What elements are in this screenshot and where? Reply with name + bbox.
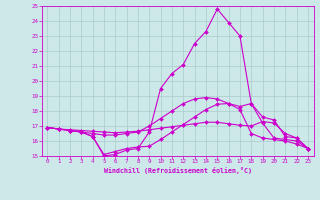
X-axis label: Windchill (Refroidissement éolien,°C): Windchill (Refroidissement éolien,°C) [104,167,252,174]
